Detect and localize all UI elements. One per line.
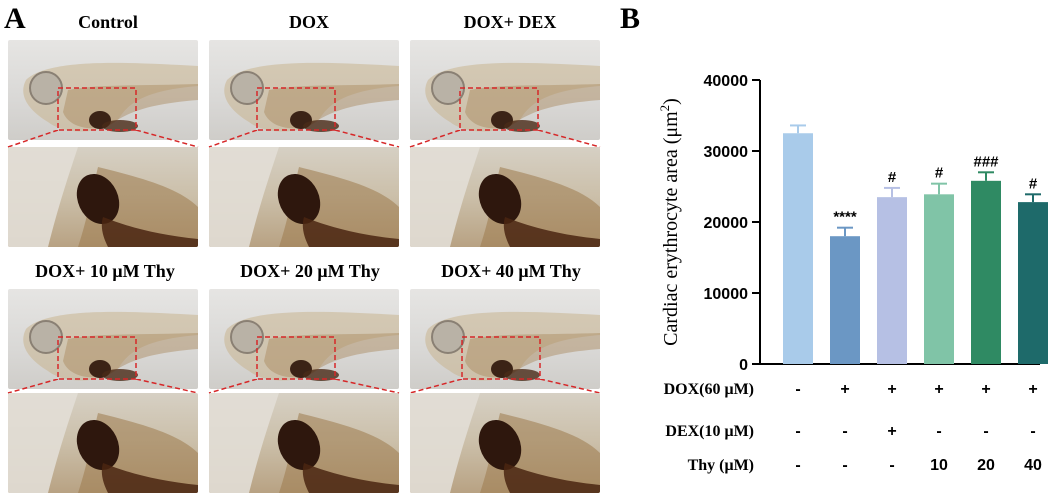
y-axis: 0 10000 20000 30000 40000 [704, 73, 1040, 374]
panel-title-dox-20-thy: DOX+ 20 μM Thy [240, 261, 380, 281]
heart-zoom-dox-40-thy [410, 393, 600, 493]
significance-label: # [888, 169, 897, 186]
heart-zoom-dox-dex [410, 147, 600, 247]
larva-photo-dox-10-thy [8, 289, 198, 389]
bar [783, 133, 813, 364]
bar [1018, 202, 1048, 364]
treatment-cell: - [795, 457, 800, 474]
treatment-cell: - [983, 423, 988, 440]
larva-photo-dox-20-thy [209, 289, 399, 389]
zoom-connector-dox-dex [405, 129, 615, 154]
treatment-cell: + [981, 381, 990, 398]
panel-a-letter: A [4, 2, 26, 35]
significance-label: # [1029, 175, 1038, 192]
zoom-connector-dox-10-thy [3, 378, 213, 400]
zoom-connector-dox [204, 129, 414, 154]
treatment-cell: - [842, 457, 847, 474]
heart-zoom-dox-10-thy [8, 393, 198, 493]
panel-b-letter: B [620, 2, 640, 35]
y-axis-label: Cardiac erythrocyte area (μm2) [657, 98, 682, 346]
treatment-cell: + [887, 423, 896, 440]
bar [971, 180, 1001, 364]
y-tick-label: 40000 [704, 73, 749, 90]
treatment-row-label: DEX(10 μM) [665, 423, 754, 440]
larva-photo-dox [209, 40, 399, 140]
heart-zoom-control [8, 147, 198, 247]
y-tick-label: 10000 [704, 286, 749, 303]
panel-title-dox-dex: DOX+ DEX [463, 12, 557, 32]
treatment-cell: - [1030, 423, 1035, 440]
treatment-cell: + [934, 381, 943, 398]
treatment-cell: + [840, 381, 849, 398]
heart-zoom-dox [209, 147, 399, 247]
treatment-cell: 10 [930, 457, 948, 474]
bars: ****# ##### [783, 124, 1048, 364]
y-tick-label: 0 [739, 357, 748, 374]
treatment-row-label: Thy (μM) [688, 457, 754, 474]
panel-title-dox-40-thy: DOX+ 40 μM Thy [441, 261, 581, 281]
significance-label: # [935, 165, 944, 182]
bar [830, 236, 860, 364]
treatment-cell: 20 [977, 457, 995, 474]
heart-zoom-dox-20-thy [209, 393, 399, 493]
bar [924, 194, 954, 364]
treatment-cell: - [936, 423, 941, 440]
treatment-cell: + [887, 381, 896, 398]
treatment-cell: - [795, 423, 800, 440]
treatment-table: DOX(60 μM) - + + + + + DEX(10 μM) - - + - - - Thy (μM)… [664, 381, 1042, 474]
treatment-cell: + [1028, 381, 1037, 398]
treatment-cell: - [795, 381, 800, 398]
treatment-cell: - [889, 457, 894, 474]
larva-photo-dox-dex [410, 40, 600, 140]
panel-title-dox: DOX [289, 12, 329, 32]
treatment-row-label: DOX(60 μM) [664, 381, 754, 398]
zoom-connector-dox-40-thy [405, 378, 615, 400]
treatment-cell: 40 [1024, 457, 1042, 474]
significance-label: ### [973, 153, 999, 170]
bar [877, 197, 907, 364]
bar-chart: B Cardiac erythrocyte area (μm2) 0 10000 2… [620, 2, 1048, 474]
y-tick-label: 20000 [704, 215, 749, 232]
significance-label: **** [833, 209, 857, 226]
panel-title-dox-10-thy: DOX+ 10 μM Thy [35, 261, 175, 281]
zoom-connector-dox-20-thy [204, 378, 414, 400]
panel-title-control: Control [78, 12, 138, 32]
zoom-connector-control [3, 129, 213, 154]
y-tick-label: 30000 [704, 144, 749, 161]
larva-photo-dox-40-thy [410, 289, 600, 389]
larva-photo-control [8, 40, 198, 140]
treatment-cell: - [842, 423, 847, 440]
